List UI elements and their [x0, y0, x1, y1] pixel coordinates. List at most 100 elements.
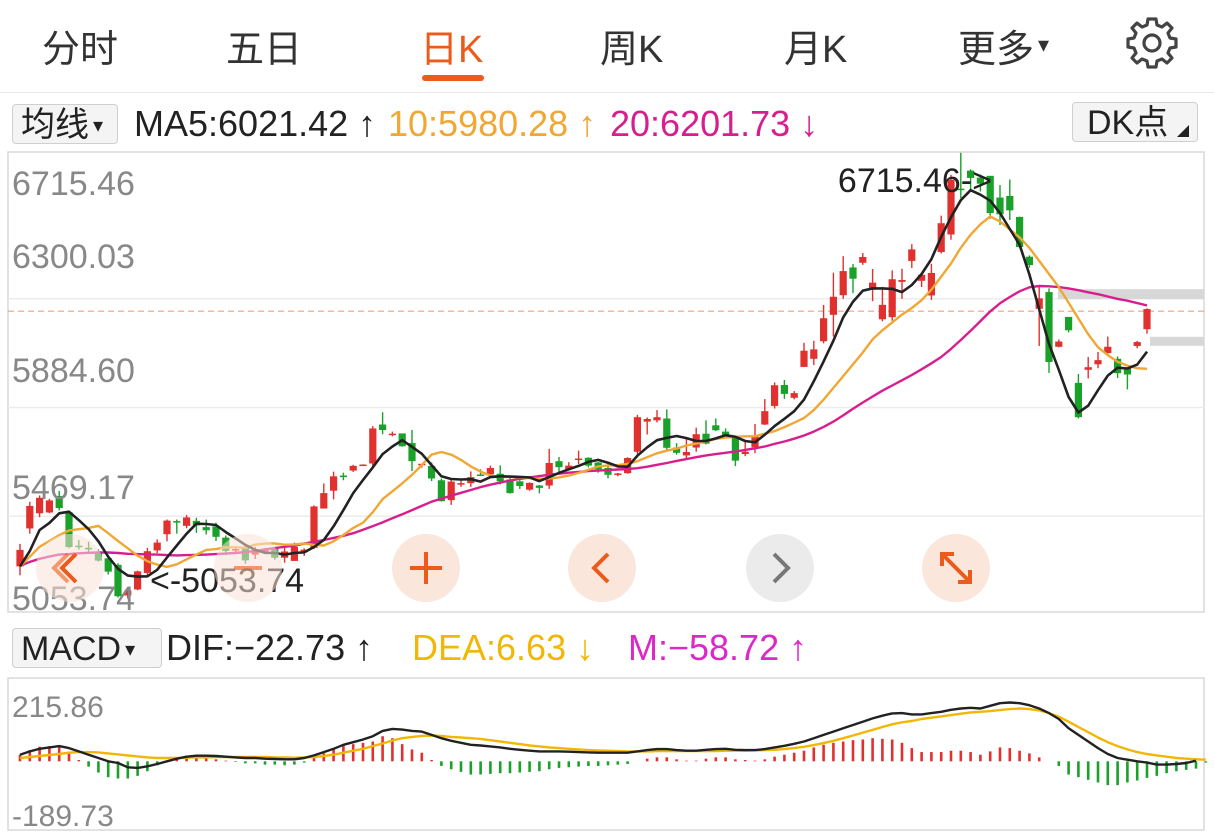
- dk-point-label: DK点: [1087, 104, 1169, 142]
- ma20-value: 20:6201.73 ↓: [610, 98, 818, 150]
- candle-body: [1074, 382, 1082, 418]
- tab-more-label: 更多: [958, 29, 1035, 71]
- price-tick-label: 5469.17: [12, 469, 135, 507]
- plus-icon: [410, 552, 442, 584]
- candle-body: [1133, 342, 1141, 346]
- tab-five-day[interactable]: 五日: [226, 29, 303, 71]
- dea-arrow: ↓: [576, 627, 595, 668]
- macd-histogram: [18, 736, 1208, 786]
- candle-body: [839, 271, 847, 296]
- candle-body: [359, 464, 367, 467]
- ma-selector-label: 均线: [21, 106, 89, 144]
- candle-body: [712, 425, 720, 431]
- candle-body: [555, 461, 563, 468]
- ma-selector[interactable]: 均线 ▾: [12, 104, 118, 144]
- candle-body: [379, 424, 387, 431]
- candle-body: [202, 527, 210, 531]
- chevron-right-icon: [772, 552, 791, 584]
- ma-indicator-bar: 均线 ▾ MA5:6021.42 ↑ 10:5980.28 ↑ 20:6201.7…: [0, 98, 1214, 150]
- zoom-out-button[interactable]: [214, 534, 282, 602]
- price-grid: [8, 289, 1204, 517]
- candle-body: [55, 495, 63, 509]
- m-value: M:−58.72 ↑: [628, 622, 807, 674]
- candle-body: [604, 467, 612, 475]
- candle-body: [447, 481, 455, 501]
- candle-body: [134, 571, 142, 590]
- period-tab-bar: 分时 五日 日K 周K 月K 更多 ▾: [0, 0, 1214, 93]
- candle-body: [330, 476, 338, 491]
- tab-more[interactable]: 更多 ▾: [958, 18, 1050, 71]
- fullscreen-button[interactable]: [922, 534, 990, 602]
- ma10-text: 10:5980.28: [388, 103, 569, 144]
- chevron-left-icon: [591, 552, 610, 584]
- macd-indicator-bar: MACD ▾ DIF:−22.73 ↑ DEA:6.63 ↓ M:−58.72 ↑: [0, 622, 1214, 674]
- tab-daily-k[interactable]: 日K: [420, 29, 484, 71]
- expand-icon: [940, 552, 972, 584]
- candle-body: [663, 418, 671, 448]
- price-tick-label: 6715.46: [12, 165, 135, 203]
- ma5-value: MA5:6021.42 ↑: [134, 98, 376, 150]
- active-tab-indicator: [422, 75, 484, 81]
- macd-frame: [7, 677, 1205, 831]
- candle-body: [976, 177, 984, 184]
- candle-body: [36, 497, 44, 514]
- candle-body: [45, 500, 53, 513]
- candle-body: [428, 465, 436, 479]
- candle-body: [810, 349, 818, 359]
- candle-body: [300, 549, 308, 552]
- zoom-in-button[interactable]: [392, 534, 460, 602]
- corner-triangle-icon: [1177, 125, 1189, 137]
- candle-body: [388, 433, 396, 436]
- candle-body: [967, 170, 975, 178]
- dk-point-button[interactable]: DK点: [1072, 102, 1198, 142]
- candle-body: [526, 482, 534, 490]
- ma10-value: 10:5980.28 ↑: [388, 98, 596, 150]
- dea-value: DEA:6.63 ↓: [412, 622, 594, 674]
- tab-monthly-k[interactable]: 月K: [784, 29, 848, 71]
- candle-body: [477, 474, 485, 477]
- candle-body: [575, 458, 583, 461]
- macd-chart[interactable]: 215.86 -189.73: [0, 676, 1214, 832]
- chevron-down-icon: ▾: [1038, 32, 1050, 57]
- candle-body: [1035, 298, 1043, 309]
- candles: [16, 152, 1151, 599]
- candle-body: [1055, 341, 1063, 347]
- candle-body: [888, 279, 896, 318]
- candle-body: [1016, 216, 1024, 248]
- m-text: M:−58.72: [628, 627, 780, 668]
- dif-value: DIF:−22.73 ↑: [166, 622, 373, 674]
- candle-body: [1084, 367, 1092, 370]
- candle-body: [869, 282, 877, 290]
- macd-selector[interactable]: MACD ▾: [12, 628, 162, 668]
- tab-intraday[interactable]: 分时: [42, 29, 119, 71]
- candle-body: [927, 272, 935, 296]
- dif-arrow: ↑: [355, 627, 374, 668]
- scroll-left-button[interactable]: [36, 534, 104, 602]
- tab-weekly-k[interactable]: 周K: [600, 29, 664, 71]
- candle-body: [986, 175, 994, 213]
- ma10-arrow: ↑: [578, 103, 597, 144]
- candle-body: [1025, 256, 1033, 266]
- dk-band: [1058, 289, 1204, 300]
- candle-body: [516, 481, 524, 487]
- macd-axis-labels: 215.86 -189.73: [12, 691, 114, 832]
- candle-body: [771, 385, 779, 406]
- candle-body: [339, 475, 347, 478]
- candle-body: [859, 256, 867, 263]
- candle-body: [614, 473, 622, 475]
- dif-line: [19, 701, 1197, 770]
- ma5-text: MA5:6021.42: [134, 103, 349, 144]
- next-button[interactable]: [746, 534, 814, 602]
- candle-body: [212, 526, 220, 537]
- previous-button[interactable]: [568, 534, 636, 602]
- chart-frame: [7, 151, 1205, 613]
- candle-body: [947, 179, 955, 235]
- macd-lines: [19, 701, 1206, 770]
- candle-body: [1123, 368, 1131, 375]
- gear-icon[interactable]: [1124, 13, 1180, 69]
- candle-body: [1045, 292, 1053, 362]
- candle-body: [153, 542, 161, 551]
- candle-body: [702, 433, 710, 444]
- price-tick-label: 6300.03: [12, 238, 135, 276]
